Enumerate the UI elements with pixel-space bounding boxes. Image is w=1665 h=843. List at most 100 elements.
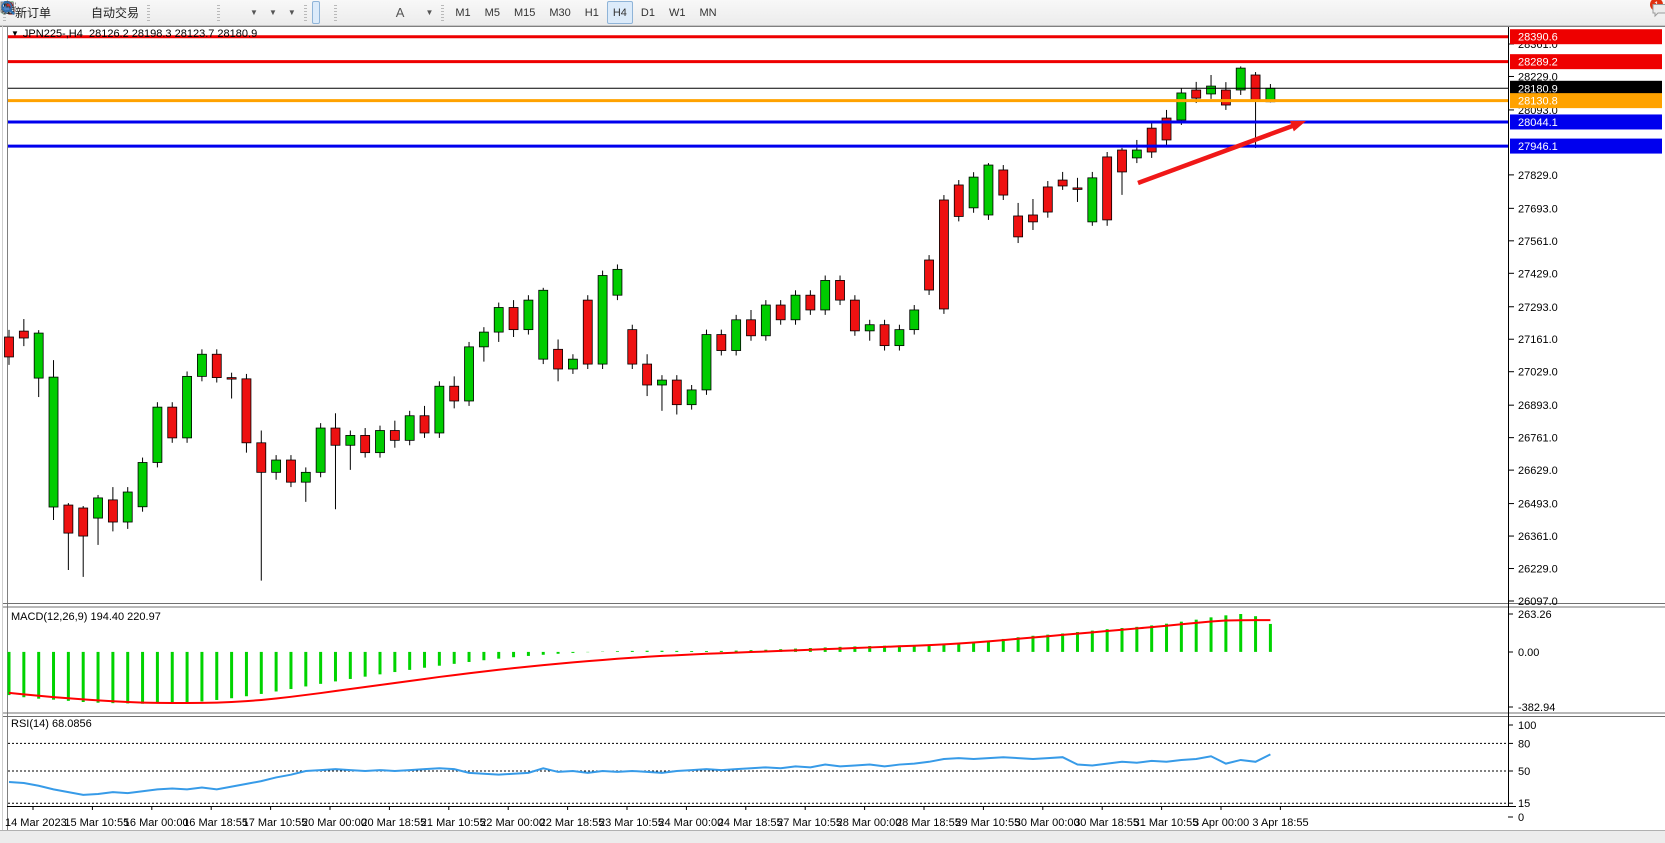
timeframe-button-h1[interactable]: H1 [584,6,599,19]
timeframe-button-m30[interactable]: M30 [549,6,571,19]
candle-body [1042,186,1053,213]
time-axis-label: 21 Mar 10:55 [421,817,486,829]
candle-body [894,329,905,347]
timeframe-button-mn[interactable]: MN [699,6,717,19]
price-tick-label: 27029.0 [1518,367,1558,379]
candle-body [924,259,934,291]
time-axis-label: 29 Mar 10:55 [955,817,1020,829]
crosshair-tool-button[interactable] [1,1,330,24]
channel-tool-button[interactable]: E [0,1,380,24]
price-level-badge-text: 28130.8 [1518,96,1558,108]
search-button[interactable] [1,1,1648,24]
notifications-button[interactable]: 1 [1650,0,1665,24]
auto-trading-button[interactable]: 自动交易 [0,0,143,24]
shapes-tool-button[interactable]: ▼ [1,1,437,24]
price-tick-label: 27561.0 [1518,236,1558,248]
candle-body [835,280,845,301]
candle-body [1072,187,1083,190]
time-axis-label: 22 Mar 18:55 [540,817,605,829]
time-axis-label: 28 Mar 00:00 [837,817,902,829]
dropdown-caret-icon: ▼ [425,8,434,17]
candle-body [1235,67,1246,91]
timeframe-button-d1[interactable]: D1 [640,6,655,19]
new-order-button[interactable]: 新订单 [0,1,55,24]
auto-scroll-button[interactable] [1,1,233,24]
toolbar-grip[interactable] [147,4,151,21]
time-axis-label: 14 Mar 2023 [5,817,67,829]
timeframe-button-h4[interactable]: H4 [606,1,633,24]
tile-windows-button[interactable] [1,1,213,24]
candle-body [107,499,118,523]
candle-body [1102,156,1113,221]
candle-body [434,385,445,434]
rsi-value: 68.0856 [51,718,92,730]
price-level-badge [1510,138,1662,154]
price-tick-label: 27429.0 [1518,268,1558,280]
timeframe-button-m1[interactable]: M1 [455,6,471,19]
candle-body [582,299,593,365]
time-axis-label: 16 Mar 00:00 [124,817,189,829]
price-level-badge-text: 28289.2 [1518,57,1558,69]
chart-menu-icon[interactable]: ▼ [11,29,19,38]
templates-button[interactable]: ▼ [1,1,300,24]
candle-body [568,358,578,370]
candle-body [241,378,252,444]
candle-body [671,379,682,406]
text-tool-button[interactable]: A [392,1,409,24]
line-chart-button[interactable] [0,1,183,24]
cursor-tool-button[interactable] [4,1,320,24]
candle-body [790,294,801,321]
candle-body [152,406,163,463]
macd-indicator-label: MACD(12,26,9) 194.40 220.97 [11,611,161,623]
toolbar-grip[interactable] [441,4,445,21]
bar-chart-button[interactable] [2,1,163,24]
time-axis-label: 31 Mar 10:55 [1134,817,1199,829]
toolbar-grip[interactable] [303,4,307,21]
candle-body [93,497,103,519]
candle-body [1161,117,1172,141]
time-axis-label: 20 Mar 00:00 [302,817,367,829]
timeframe-button-m5[interactable]: M5 [484,6,500,19]
candle-body [78,507,89,537]
zoom-out-button[interactable] [1,1,203,24]
candle-body [286,459,296,483]
candle-body [33,332,44,379]
toolbar-grip[interactable] [333,4,337,21]
candle-body [820,280,831,311]
timeframe-button-m15[interactable]: M15 [513,6,536,19]
rsi-axis-label: 80 [1518,738,1530,750]
trendline-tool-button[interactable] [1,1,370,24]
toolbar-grip[interactable] [217,4,221,21]
price-level-badge [1510,93,1662,109]
horizontal-line-tool-button[interactable] [1,1,360,24]
time-axis-label: 20 Mar 18:55 [361,817,426,829]
candle-body [657,379,667,386]
candle-body [998,169,1009,196]
community-button[interactable] [1,1,75,24]
price-level-badge-text: 27946.1 [1518,141,1558,153]
timeframe-button-w1[interactable]: W1 [668,6,686,19]
fibonacci-tool-button[interactable]: F [1,1,390,24]
candle-body [300,471,311,483]
price-tick-label: 26761.0 [1518,433,1558,445]
candle-body [493,307,504,333]
new-chart-button[interactable]: ▼ [1,1,262,24]
candlestick-chart-button[interactable] [2,1,173,24]
vertical-line-tool-button[interactable] [5,1,350,24]
candle-body [1206,85,1216,95]
chart-shift-button[interactable] [1,1,243,24]
metaeditor-button[interactable] [0,0,65,24]
candle-body [1146,127,1157,153]
time-axis-label: 16 Mar 18:55 [183,817,248,829]
signals-button[interactable] [2,1,85,24]
time-axis-label: 30 Mar 18:55 [1074,817,1139,829]
candle-body [538,289,549,360]
candle-body [1176,92,1187,121]
label-tool-button[interactable]: T [1,1,418,24]
macd-axis-label: 263.26 [1518,609,1552,621]
candle-body [597,275,608,365]
zoom-in-button[interactable] [1,1,193,24]
text-icon: A [395,5,405,20]
period-clock-button[interactable]: ▼ [1,1,281,24]
